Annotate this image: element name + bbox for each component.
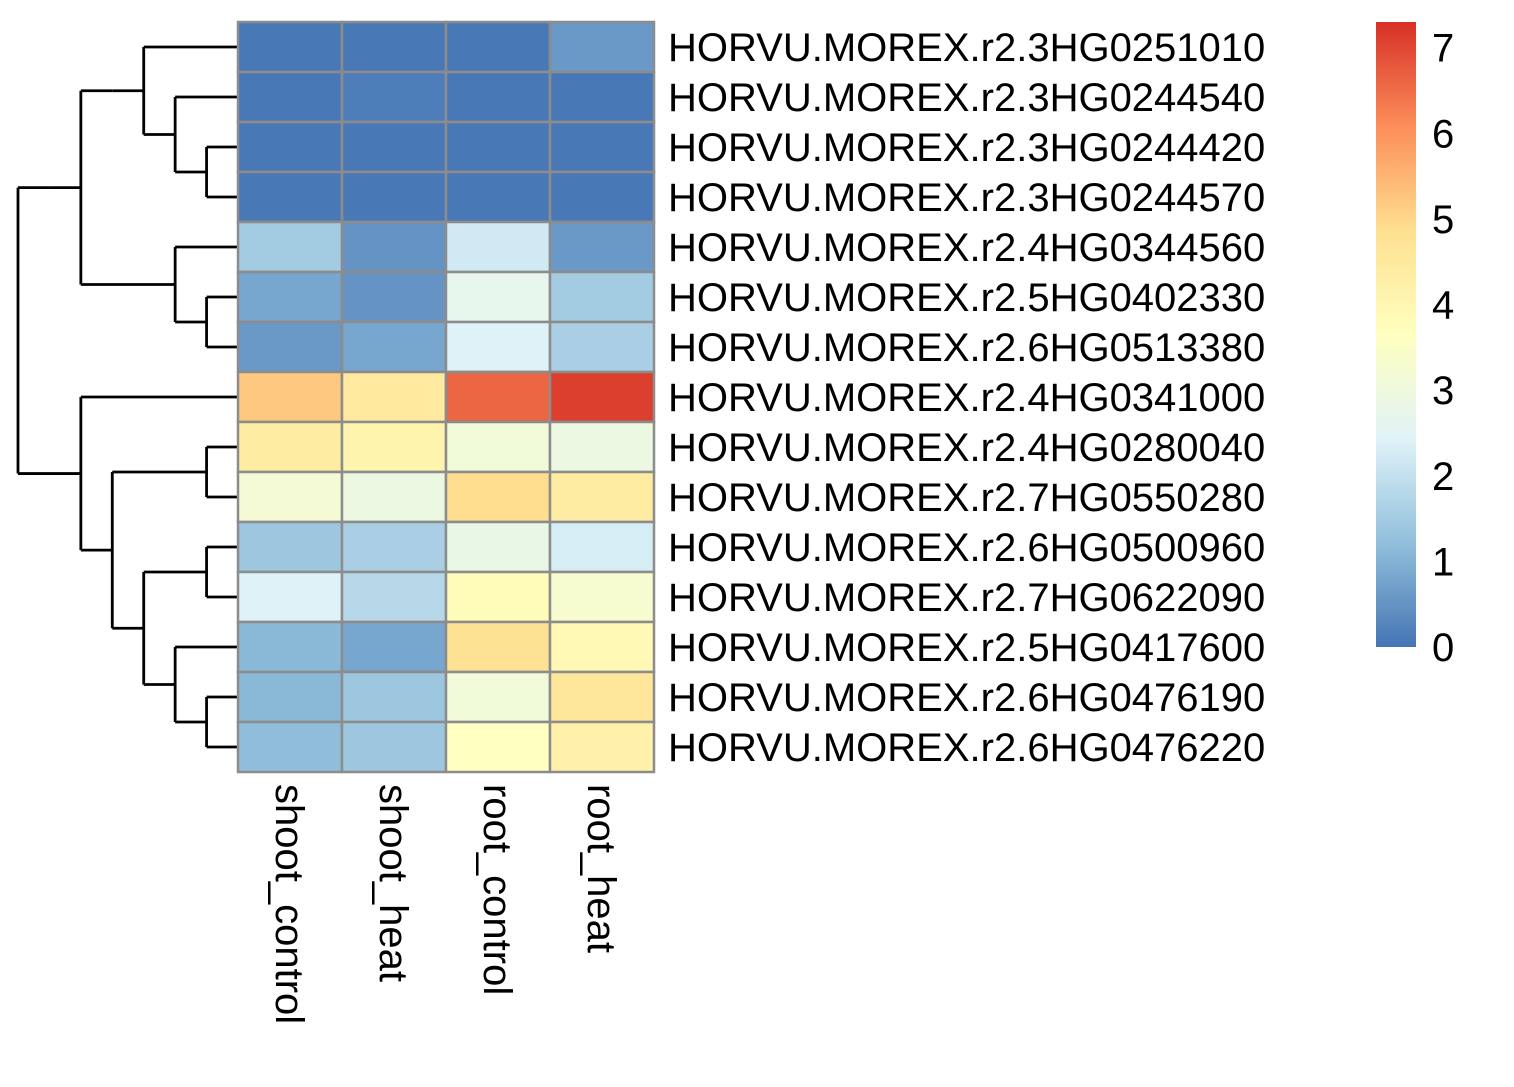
row-label: HORVU.MOREX.r2.5HG0417600 (668, 626, 1265, 670)
row-label: HORVU.MOREX.r2.3HG0251010 (668, 26, 1265, 70)
colorbar-tick-label: 5 (1432, 198, 1454, 242)
heatmap-cell (548, 520, 656, 574)
heatmap-cell (444, 70, 552, 124)
heatmap-cell (548, 370, 656, 424)
heatmap-cell (548, 670, 656, 724)
heatmap-cell (236, 370, 344, 424)
colorbar (1376, 22, 1416, 647)
heatmap-cell (444, 620, 552, 674)
heatmap-cell (444, 170, 552, 224)
heatmap-cell (548, 270, 656, 324)
heatmap-cell (236, 720, 344, 774)
heatmap-cell (444, 670, 552, 724)
heatmap-cell (340, 220, 448, 274)
heatmap-cell (548, 120, 656, 174)
colorbar-tick-label: 0 (1432, 626, 1454, 670)
heatmap-cell (236, 420, 344, 474)
heatmap-cell (340, 70, 448, 124)
colorbar-tick-label: 1 (1432, 540, 1454, 584)
row-label: HORVU.MOREX.r2.4HG0280040 (668, 426, 1265, 470)
heatmap-cell (236, 220, 344, 274)
heatmap-cell (340, 20, 448, 74)
heatmap-cells (236, 20, 656, 774)
heatmap-cell (548, 470, 656, 524)
row-label: HORVU.MOREX.r2.6HG0513380 (668, 326, 1265, 370)
color-legend: 0 1 2 3 4 5 6 7 (1376, 22, 1454, 670)
heatmap-cell (548, 220, 656, 274)
colorbar-tick-label: 4 (1432, 284, 1454, 328)
heatmap-cell (444, 520, 552, 574)
heatmap-cell (548, 420, 656, 474)
row-label: HORVU.MOREX.r2.3HG0244540 (668, 76, 1265, 120)
column-labels: shoot_control shoot_heat root_control root_… (267, 784, 623, 1024)
heatmap-cell (548, 320, 656, 374)
heatmap-cell (444, 420, 552, 474)
row-labels: HORVU.MOREX.r2.3HG0251010 HORVU.MOREX.r2.… (668, 26, 1265, 770)
row-dendrogram (16, 45, 238, 749)
heatmap-cell (444, 570, 552, 624)
heatmap-cell (444, 320, 552, 374)
colorbar-tick-label: 2 (1432, 455, 1454, 499)
heatmap-cell (548, 170, 656, 224)
heatmap-cell (236, 170, 344, 224)
heatmap-cell (236, 520, 344, 574)
row-label: HORVU.MOREX.r2.3HG0244570 (668, 176, 1265, 220)
heatmap-cell (236, 620, 344, 674)
heatmap-cell (340, 720, 448, 774)
heatmap-cell (340, 620, 448, 674)
heatmap-cell (340, 120, 448, 174)
colorbar-tick-label: 7 (1432, 27, 1454, 71)
heatmap-cell (444, 120, 552, 174)
heatmap-cell (340, 670, 448, 724)
heatmap-cell (548, 720, 656, 774)
heatmap-cell (236, 270, 344, 324)
heatmap-cell (548, 20, 656, 74)
heatmap-cell (340, 170, 448, 224)
heatmap-cell (340, 270, 448, 324)
heatmap-cell (340, 420, 448, 474)
heatmap-cell (236, 470, 344, 524)
row-label: HORVU.MOREX.r2.6HG0476190 (668, 676, 1265, 720)
heatmap-cell (548, 70, 656, 124)
heatmap-cell (444, 20, 552, 74)
row-label: HORVU.MOREX.r2.7HG0550280 (668, 476, 1265, 520)
row-label: HORVU.MOREX.r2.3HG0244420 (668, 126, 1265, 170)
heatmap-cell (340, 320, 448, 374)
column-label: root_control (475, 784, 519, 995)
heatmap-cell (444, 220, 552, 274)
heatmap-cell (340, 470, 448, 524)
column-label: shoot_heat (371, 784, 415, 982)
row-label: HORVU.MOREX.r2.4HG0344560 (668, 226, 1265, 270)
heatmap-cell (236, 20, 344, 74)
row-label: HORVU.MOREX.r2.6HG0476220 (668, 726, 1265, 770)
row-label: HORVU.MOREX.r2.7HG0622090 (668, 576, 1265, 620)
heatmap-cell (236, 320, 344, 374)
colorbar-tick-label: 3 (1432, 369, 1454, 413)
row-label: HORVU.MOREX.r2.4HG0341000 (668, 376, 1265, 420)
row-label: HORVU.MOREX.r2.6HG0500960 (668, 526, 1265, 570)
heatmap-cell (548, 570, 656, 624)
column-label: root_heat (579, 784, 623, 953)
heatmap-cell (548, 620, 656, 674)
heatmap-cell (444, 470, 552, 524)
heatmap-cell (236, 70, 344, 124)
heatmap-cell (444, 370, 552, 424)
heatmap-cell (340, 370, 448, 424)
row-label: HORVU.MOREX.r2.5HG0402330 (668, 276, 1265, 320)
heatmap-cell (236, 570, 344, 624)
column-label: shoot_control (267, 784, 311, 1024)
heatmap-cell (340, 570, 448, 624)
heatmap-cell (444, 720, 552, 774)
heatmap-cell (236, 120, 344, 174)
heatmap-cell (340, 520, 448, 574)
colorbar-tick-label: 6 (1432, 112, 1454, 156)
heatmap-cell (236, 670, 344, 724)
heatmap-cell (444, 270, 552, 324)
